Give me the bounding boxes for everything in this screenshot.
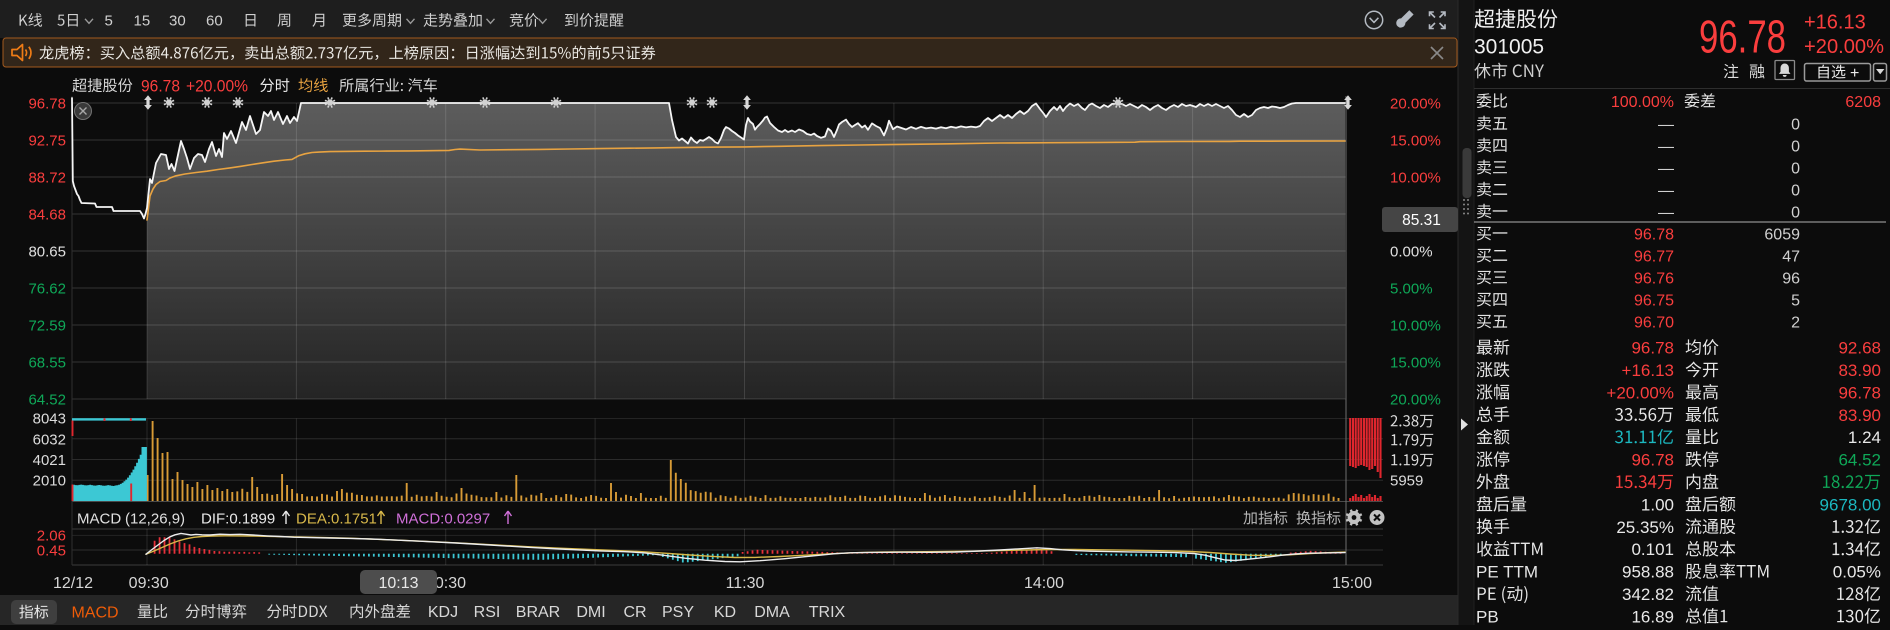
svg-text:0.45: 0.45 bbox=[37, 542, 66, 559]
svg-text:47: 47 bbox=[1782, 248, 1800, 265]
svg-text:301005: 301005 bbox=[1474, 36, 1544, 59]
svg-text:6208: 6208 bbox=[1845, 94, 1881, 111]
svg-text:BRAR: BRAR bbox=[516, 604, 560, 621]
svg-text:96.78: 96.78 bbox=[1838, 383, 1881, 402]
svg-text:RSI: RSI bbox=[474, 604, 501, 621]
svg-text:76.62: 76.62 bbox=[28, 280, 66, 297]
svg-text:KDJ: KDJ bbox=[428, 604, 458, 621]
svg-text:5.00%: 5.00% bbox=[1390, 280, 1433, 297]
svg-text:(12,26,9): (12,26,9) bbox=[125, 510, 185, 527]
svg-text:96.77: 96.77 bbox=[1634, 248, 1674, 265]
svg-text:0: 0 bbox=[1791, 182, 1800, 199]
svg-text:—: — bbox=[1658, 182, 1674, 199]
svg-text:0: 0 bbox=[1791, 138, 1800, 155]
svg-text:80.65: 80.65 bbox=[28, 243, 66, 260]
svg-text:96.76: 96.76 bbox=[1634, 270, 1674, 287]
svg-text:5959: 5959 bbox=[1390, 472, 1423, 489]
svg-text:16.89: 16.89 bbox=[1631, 607, 1674, 625]
svg-text:88.72: 88.72 bbox=[28, 169, 66, 186]
svg-text:6059: 6059 bbox=[1764, 226, 1800, 243]
svg-text:92.68: 92.68 bbox=[1838, 339, 1881, 358]
svg-text:+20.00%: +20.00% bbox=[1804, 36, 1884, 58]
svg-text:09:30: 09:30 bbox=[129, 575, 169, 592]
svg-text:96.78: 96.78 bbox=[1699, 11, 1786, 63]
svg-text:+16.13: +16.13 bbox=[1804, 12, 1866, 34]
svg-text:+: + bbox=[1850, 65, 1859, 82]
svg-text:+20.00%: +20.00% bbox=[186, 77, 248, 96]
svg-text:64.52: 64.52 bbox=[1838, 451, 1881, 470]
svg-text:72.59: 72.59 bbox=[28, 317, 66, 334]
svg-text:25.35%: 25.35% bbox=[1616, 518, 1674, 537]
svg-text:MACD:0.0297: MACD:0.0297 bbox=[396, 510, 490, 527]
svg-text:958.88: 958.88 bbox=[1622, 563, 1674, 582]
svg-text:96.75: 96.75 bbox=[1634, 292, 1674, 309]
svg-text:0: 0 bbox=[1791, 116, 1800, 133]
svg-text:MACD: MACD bbox=[71, 604, 118, 621]
svg-text:84.68: 84.68 bbox=[28, 206, 66, 223]
svg-text:4021: 4021 bbox=[33, 452, 66, 469]
svg-text:68.55: 68.55 bbox=[28, 354, 66, 371]
svg-text:TRIX: TRIX bbox=[809, 604, 846, 621]
svg-text:96: 96 bbox=[1782, 270, 1800, 287]
svg-text:96.78: 96.78 bbox=[1634, 226, 1674, 243]
svg-text:0.00%: 0.00% bbox=[1390, 243, 1433, 260]
svg-text:2.06: 2.06 bbox=[37, 527, 66, 544]
svg-text:96.78: 96.78 bbox=[1631, 339, 1674, 358]
svg-text:—: — bbox=[1658, 204, 1674, 221]
svg-text:6032: 6032 bbox=[33, 431, 66, 448]
svg-text:5: 5 bbox=[105, 13, 113, 30]
svg-text:11:30: 11:30 bbox=[726, 575, 765, 592]
svg-text:10.00%: 10.00% bbox=[1390, 169, 1441, 186]
svg-text:83.90: 83.90 bbox=[1838, 406, 1881, 425]
svg-text:15: 15 bbox=[134, 13, 151, 30]
svg-text:0.101: 0.101 bbox=[1631, 540, 1674, 559]
svg-text:342.82: 342.82 bbox=[1622, 585, 1674, 604]
svg-text:12/12: 12/12 bbox=[53, 575, 93, 592]
svg-text:DMA: DMA bbox=[754, 604, 790, 621]
svg-text:1.24: 1.24 bbox=[1848, 428, 1881, 447]
svg-text:+20.00%: +20.00% bbox=[1606, 383, 1674, 402]
svg-text:KD: KD bbox=[714, 604, 736, 621]
svg-text:20.00%: 20.00% bbox=[1390, 391, 1441, 408]
svg-text:5: 5 bbox=[1791, 292, 1800, 309]
svg-text:96.78: 96.78 bbox=[141, 77, 180, 96]
svg-text:0: 0 bbox=[1791, 160, 1800, 177]
svg-text:15:00: 15:00 bbox=[1332, 575, 1372, 592]
svg-text:96.78: 96.78 bbox=[1631, 451, 1674, 470]
svg-text:1.00: 1.00 bbox=[1641, 495, 1674, 514]
svg-text:100.00%: 100.00% bbox=[1611, 94, 1674, 111]
svg-text:0: 0 bbox=[1791, 204, 1800, 221]
svg-text:85.31: 85.31 bbox=[1402, 212, 1441, 229]
svg-text:83.90: 83.90 bbox=[1838, 361, 1881, 380]
svg-text:20.00%: 20.00% bbox=[1390, 95, 1441, 112]
svg-text:96.78: 96.78 bbox=[28, 95, 66, 112]
svg-text:10:13: 10:13 bbox=[378, 575, 418, 592]
svg-text:15.00%: 15.00% bbox=[1390, 354, 1441, 371]
svg-text:DMI: DMI bbox=[576, 604, 605, 621]
svg-text:14:00: 14:00 bbox=[1024, 575, 1064, 592]
svg-text:92.75: 92.75 bbox=[28, 132, 66, 149]
svg-text:8043: 8043 bbox=[33, 410, 66, 427]
svg-text:CR: CR bbox=[623, 604, 646, 621]
svg-text:2010: 2010 bbox=[33, 472, 66, 489]
svg-text:—: — bbox=[1658, 138, 1674, 155]
svg-text:10.00%: 10.00% bbox=[1390, 317, 1441, 334]
svg-text:DIF:0.1899: DIF:0.1899 bbox=[201, 510, 275, 527]
svg-text:DEA:0.1751: DEA:0.1751 bbox=[296, 510, 377, 527]
svg-text:—: — bbox=[1658, 116, 1674, 133]
svg-text:MACD: MACD bbox=[77, 510, 121, 527]
svg-text:PB: PB bbox=[1476, 607, 1499, 625]
svg-text:60: 60 bbox=[206, 13, 223, 30]
svg-text:0.05%: 0.05% bbox=[1833, 563, 1881, 582]
svg-text:—: — bbox=[1658, 160, 1674, 177]
svg-text:PE TTM: PE TTM bbox=[1476, 563, 1538, 582]
svg-text:2: 2 bbox=[1791, 314, 1800, 331]
svg-text:+16.13: +16.13 bbox=[1622, 361, 1674, 380]
svg-text:15.00%: 15.00% bbox=[1390, 132, 1441, 149]
svg-text:9678.00: 9678.00 bbox=[1820, 495, 1881, 514]
svg-text:30: 30 bbox=[169, 13, 186, 30]
svg-text:96.70: 96.70 bbox=[1634, 314, 1674, 331]
svg-text:64.52: 64.52 bbox=[28, 391, 66, 408]
svg-text:PSY: PSY bbox=[662, 604, 694, 621]
